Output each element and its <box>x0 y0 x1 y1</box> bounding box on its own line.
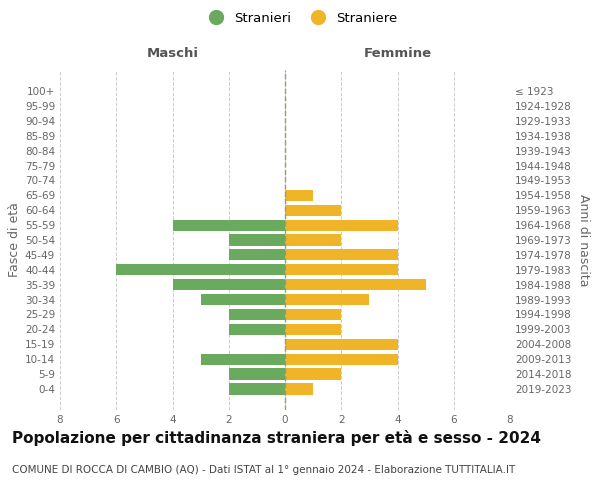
Bar <box>229 368 285 380</box>
Text: Femmine: Femmine <box>364 47 431 60</box>
Bar <box>285 250 398 260</box>
Text: Maschi: Maschi <box>146 47 199 60</box>
Bar <box>173 220 285 230</box>
Legend: Stranieri, Straniere: Stranieri, Straniere <box>197 6 403 30</box>
Bar <box>229 250 285 260</box>
Bar <box>285 338 398 350</box>
Bar <box>285 204 341 216</box>
Bar <box>229 309 285 320</box>
Bar <box>285 190 313 201</box>
Bar <box>285 324 341 335</box>
Bar <box>285 279 425 290</box>
Bar <box>200 354 285 365</box>
Text: COMUNE DI ROCCA DI CAMBIO (AQ) - Dati ISTAT al 1° gennaio 2024 - Elaborazione TU: COMUNE DI ROCCA DI CAMBIO (AQ) - Dati IS… <box>12 465 515 475</box>
Bar <box>285 368 341 380</box>
Bar <box>229 324 285 335</box>
Bar <box>200 294 285 305</box>
Bar <box>285 384 313 394</box>
Text: Popolazione per cittadinanza straniera per età e sesso - 2024: Popolazione per cittadinanza straniera p… <box>12 430 541 446</box>
Y-axis label: Fasce di età: Fasce di età <box>8 202 21 278</box>
Bar <box>285 309 341 320</box>
Bar <box>285 354 398 365</box>
Bar <box>285 294 370 305</box>
Bar <box>285 264 398 276</box>
Bar <box>285 220 398 230</box>
Y-axis label: Anni di nascita: Anni di nascita <box>577 194 590 286</box>
Bar <box>229 234 285 246</box>
Bar <box>173 279 285 290</box>
Bar <box>285 234 341 246</box>
Bar <box>229 384 285 394</box>
Bar <box>116 264 285 276</box>
